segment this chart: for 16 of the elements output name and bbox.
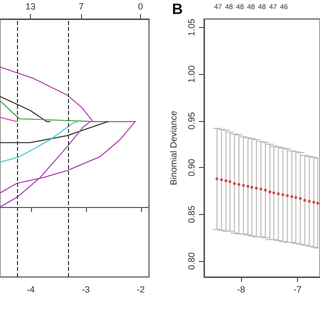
y-tick-label: 0.90 [186, 158, 196, 176]
text: B [172, 1, 183, 18]
x-tick-label: -8 [237, 284, 246, 294]
x-tick-label: -3 [82, 284, 90, 294]
y-tick-label: 0.80 [186, 252, 196, 270]
x2-tick-label: 13 [25, 2, 36, 12]
x2-tick-label: 7 [78, 2, 84, 12]
y-tick-label: 0.85 [186, 206, 196, 224]
x2-tick-label: 0 [138, 2, 144, 12]
y-axis-title: Binomial Deviance [168, 110, 178, 186]
y-tick-label: 1.00 [186, 65, 196, 83]
y-tick-label: 0.95 [186, 112, 196, 130]
x-tick-label: -4 [26, 284, 35, 294]
x-tick-label: -7 [293, 284, 302, 294]
y-tick-label: 1.05 [186, 18, 196, 36]
x-tick-label: -2 [136, 284, 145, 294]
